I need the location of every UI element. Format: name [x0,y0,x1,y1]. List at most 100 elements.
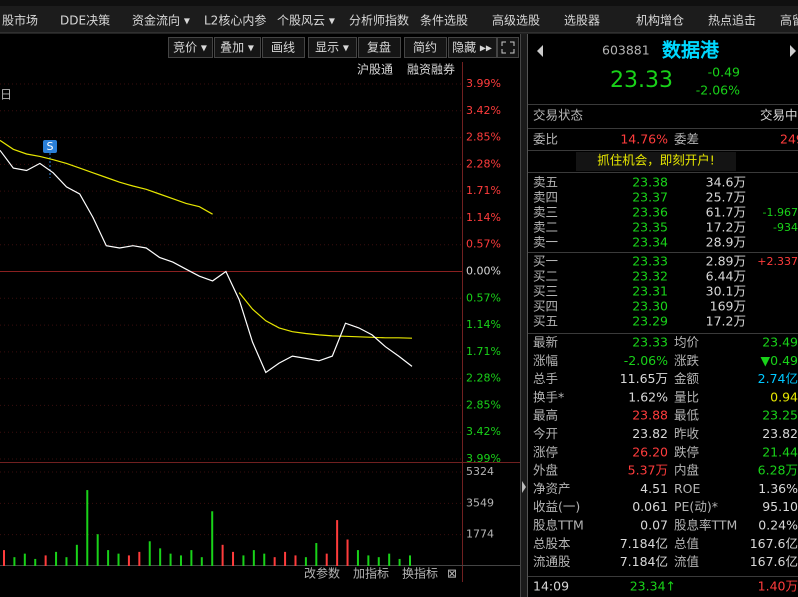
menu-item[interactable]: 资金流向 ▾ [132,13,190,28]
stat-value: 1.62% [628,389,668,404]
toolbar-label[interactable]: 隐藏 ▸▸ [452,41,492,55]
stat-label: 净资产 [533,481,571,496]
book-volume: 61.7万 [706,205,746,220]
stat-value: 23.88 [632,408,668,423]
pct-tick-label: 0.57% [466,291,501,304]
stat-value: 167.6亿 [750,554,798,569]
stat-label: 最高 [533,408,558,423]
stat-value: 95.10 [762,499,798,514]
volume-bar [148,541,151,566]
volume-bar [86,490,89,566]
volume-bar [159,548,162,566]
stat-label: 最低 [674,408,700,423]
volume-bar [242,555,245,566]
book-volume: 169万 [710,299,746,314]
volume-tick-label: 5324 [466,465,494,478]
promo-box[interactable] [576,152,736,171]
toolbar-label[interactable]: 显示 ▾ [315,41,349,55]
toolbar-label[interactable]: 简约 [413,40,437,55]
volume-bar [3,550,5,566]
volume-tick-label: 3549 [466,496,494,509]
signal-marker[interactable] [43,140,57,153]
volume-bar [117,553,120,566]
splitter[interactable] [521,34,527,597]
book-level: 买一 [533,254,558,269]
toolbar-button[interactable] [214,37,261,58]
book-change: -934 [773,221,798,234]
volume-tick-label: 1774 [466,528,494,541]
volume-bar [294,555,297,566]
menu-item[interactable]: L2核心内参 [204,13,266,28]
stat-label: ROE [674,481,701,496]
indicator-tool[interactable]: 换指标 [402,566,438,581]
toolbar-label[interactable]: 画线 [271,41,295,55]
volume-bar [200,557,203,566]
volume-bar [273,557,276,566]
menu-item[interactable]: 选股器 [564,14,600,28]
stat-label: 股息率TTM [674,518,737,533]
volume-bar [211,511,214,566]
stat-label: 股息TTM [533,518,584,533]
toolbar-button[interactable] [168,37,213,58]
indicator-tool[interactable]: ⊠ [447,567,457,581]
book-level: 卖二 [533,220,558,235]
menu-item[interactable]: 分析师指数 [349,13,409,28]
menu-item[interactable]: 个股风云 ▾ [277,14,335,28]
toolbar-button[interactable] [358,37,401,58]
stat-value: 167.6亿 [750,536,798,551]
stock-code: 603881 [602,43,650,58]
prev-stock[interactable] [537,45,543,57]
tick-time: 14:09 [533,579,569,594]
tick-volume: 1.40万 [758,579,798,594]
link[interactable]: 沪股通 [357,63,393,77]
toolbar-button[interactable] [404,37,447,58]
last-price: 23.33 [610,68,673,93]
book-volume: 6.44万 [706,269,746,284]
volume-bar [284,551,287,566]
stat-label: 外盘 [533,463,558,478]
volume-bar [356,550,359,566]
pct-tick-label: 2.85% [466,131,501,144]
toolbar-label[interactable]: 复盘 [367,40,391,55]
pct-tick-label: 0.00% [466,265,501,278]
stat-value: 1.36% [758,481,798,496]
menu-item[interactable]: 条件选股 [420,14,468,28]
stat-value: 5.37万 [628,463,668,478]
volume-bar [409,555,411,566]
indicator-tool[interactable]: 加指标 [353,566,389,581]
menu-item[interactable]: 热点追击 [708,13,756,28]
fullscreen-button[interactable] [497,37,519,58]
volume-bar [179,555,182,566]
menu-item[interactable]: 高留 [780,13,798,28]
stat-label: 总股本 [533,536,571,551]
toolbar-button[interactable] [262,37,305,58]
toolbar-button[interactable] [448,37,497,58]
splitter-arrow[interactable] [522,481,526,493]
menu-item[interactable]: 股市场 [2,13,38,28]
volume-bar [23,553,26,566]
stat-label: 收益(一) [533,499,580,514]
stat-value: 23.49 [762,335,798,350]
link[interactable]: 融资融券 [407,62,455,77]
next-stock[interactable] [790,45,796,57]
ratio-label: 委比 [533,132,558,147]
menu-item[interactable]: 高级选股 [492,13,540,28]
pct-tick-label: 1.14% [466,211,501,224]
average-line [0,139,413,339]
menu-item[interactable]: 机构增仓 [636,13,684,28]
volume-bar [232,551,235,566]
stat-value: 23.33 [632,335,668,350]
stat-label: 换手* [533,389,564,404]
volume-bar [367,555,370,566]
menu-item[interactable]: DDE决策 [60,14,110,28]
ratio-value: 14.76% [620,132,668,147]
indicator-tool[interactable]: 改参数 [304,566,340,581]
stat-label: 昨收 [674,426,700,441]
toolbar-label[interactable]: 叠加 ▾ [220,41,254,55]
toolbar-label[interactable]: 竞价 ▾ [173,41,207,55]
book-price: 23.37 [632,190,668,205]
promo[interactable]: 抓住机会，即刻开户! [597,153,715,168]
book-price: 23.32 [632,269,668,284]
toolbar-button[interactable] [308,37,357,58]
stat-label: 最新 [533,335,558,350]
